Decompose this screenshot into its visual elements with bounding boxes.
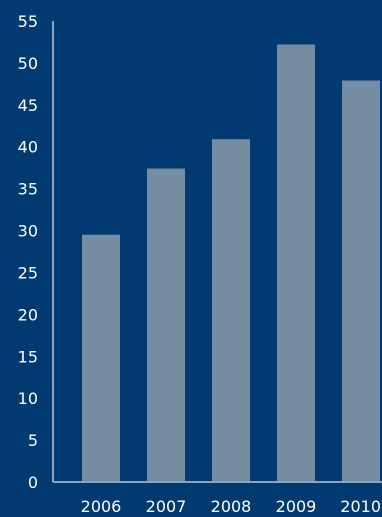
bar-2007 [147, 168, 185, 482]
x-axis-ticks: 2006 2007 2008 2009 2010 [81, 497, 381, 516]
bar-2009 [277, 44, 315, 483]
y-tick-label: 25 [18, 263, 38, 282]
x-tick-label-2009: 2009 [276, 497, 317, 516]
y-tick-label: 5 [28, 431, 38, 450]
x-tick-label-2007: 2007 [146, 497, 187, 516]
y-tick-label: 40 [18, 138, 38, 157]
y-tick-label: 15 [18, 347, 38, 366]
bar-2008 [212, 139, 250, 482]
y-tick-label: 0 [28, 473, 38, 492]
y-tick-label: 45 [18, 96, 38, 115]
y-tick-label: 10 [18, 389, 38, 408]
bars [82, 44, 380, 483]
y-tick-label: 35 [18, 180, 38, 199]
y-tick-label: 55 [18, 12, 38, 31]
y-tick-label: 30 [18, 222, 38, 241]
x-tick-label-2006: 2006 [81, 497, 122, 516]
bar-2010 [342, 80, 380, 482]
x-tick-label-2010: 2010 [340, 497, 381, 516]
y-tick-label: 50 [18, 54, 38, 73]
bar-2006 [82, 234, 120, 482]
x-tick-label-2008: 2008 [211, 497, 252, 516]
y-tick-label: 20 [18, 305, 38, 324]
y-axis-ticks: 0 5 10 15 20 25 30 35 40 45 50 55 [18, 12, 38, 492]
